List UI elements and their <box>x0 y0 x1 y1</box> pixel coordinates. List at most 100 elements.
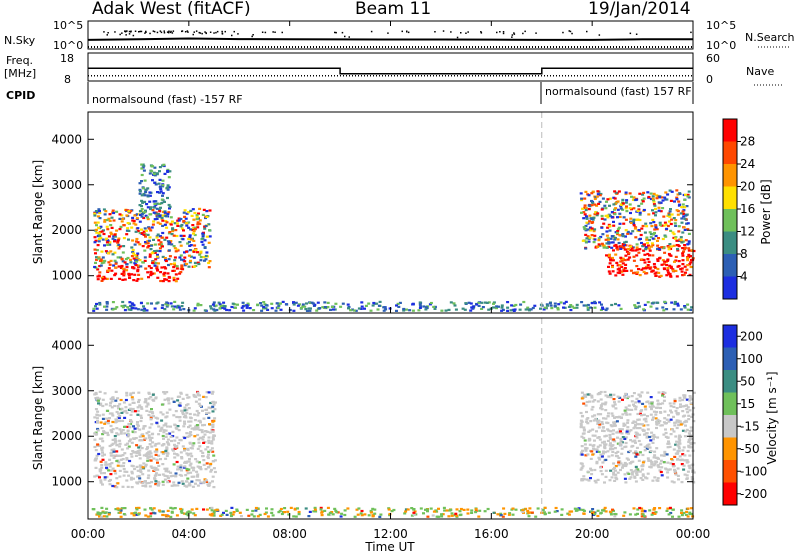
velocity-data-cell <box>143 508 147 511</box>
velocity-data-cell <box>98 414 102 417</box>
velocity-data-cell <box>633 405 636 408</box>
velocity-data-cell <box>582 426 586 429</box>
velocity-data-cell <box>266 515 270 518</box>
power-data-cell <box>610 303 614 307</box>
power-data-cell <box>648 254 651 257</box>
velocity-data-cell <box>130 470 134 473</box>
power-data-cell <box>666 271 670 274</box>
velocity-data-cell <box>686 507 690 510</box>
velocity-data-cell <box>626 419 630 422</box>
nsky-spike-mark <box>264 31 267 34</box>
velocity-data-cell <box>185 412 189 415</box>
power-data-cell <box>185 250 188 253</box>
velocity-data-cell <box>620 428 624 431</box>
power-data-cell <box>107 217 111 220</box>
velocity-data-cell <box>662 399 666 402</box>
power-ytick-label: 3000 <box>51 178 82 192</box>
power-data-cell <box>649 305 653 308</box>
velocity-data-cell <box>128 426 132 429</box>
power-data-cell <box>687 247 691 250</box>
power-data-cell <box>97 208 101 211</box>
velocity-data-cell <box>138 457 142 460</box>
power-data-cell <box>193 226 197 229</box>
velocity-data-cell <box>256 507 260 510</box>
power-data-cell <box>642 191 646 194</box>
power-data-cell <box>173 305 177 308</box>
velocity-data-cell <box>100 506 104 509</box>
velocity-data-cell <box>598 438 602 441</box>
power-data-cell <box>647 260 651 263</box>
power-data-cell <box>492 302 495 305</box>
velocity-data-cell <box>137 446 141 449</box>
velocity-data-cell <box>613 479 617 482</box>
velocity-data-cell <box>599 398 603 401</box>
velocity-data-cell <box>600 420 604 424</box>
power-data-cell <box>608 253 611 256</box>
velocity-data-cell <box>593 448 597 451</box>
power-data-cell <box>126 227 130 230</box>
power-data-cell <box>316 301 320 304</box>
velocity-data-cell <box>186 435 190 438</box>
cpid-right-text: normalsound (fast) 157 RF <box>545 85 692 98</box>
power-data-cell <box>120 214 124 217</box>
power-data-cell <box>624 240 628 243</box>
power-data-cell <box>367 302 371 305</box>
power-data-cell <box>96 221 100 224</box>
nsky-spike-mark <box>156 31 159 34</box>
velocity-data-cell <box>638 506 642 510</box>
power-data-cell <box>641 200 645 203</box>
velocity-data-cell <box>650 408 653 411</box>
power-data-cell <box>131 251 135 254</box>
velocity-data-cell <box>626 396 629 400</box>
power-data-cell <box>135 260 139 263</box>
power-data-cell <box>569 304 573 307</box>
power-data-cell <box>131 307 135 310</box>
velocity-data-cell <box>593 513 597 516</box>
velocity-data-cell <box>600 441 604 444</box>
velocity-data-cell <box>669 511 673 515</box>
power-data-cell <box>619 256 623 259</box>
velocity-data-cell <box>630 445 634 448</box>
power-data-cell <box>645 238 649 241</box>
power-data-cell <box>125 263 129 266</box>
velocity-data-cell <box>123 432 127 435</box>
velocity-data-cell <box>492 511 496 514</box>
power-data-cell <box>161 245 164 248</box>
velocity-data-cell <box>189 446 193 450</box>
power-data-cell <box>163 266 167 269</box>
power-data-cell <box>126 256 130 260</box>
velocity-data-cell <box>674 472 678 475</box>
power-data-cell <box>591 190 595 193</box>
velocity-data-cell <box>663 391 667 394</box>
velocity-data-cell <box>207 453 210 456</box>
power-data-cell <box>644 222 648 225</box>
power-data-cell <box>617 190 621 193</box>
power-data-cell <box>596 245 600 248</box>
velocity-data-cell <box>547 511 551 514</box>
velocity-data-cell <box>339 515 343 518</box>
power-data-cell <box>99 264 103 267</box>
power-data-cell <box>148 213 152 216</box>
power-data-cell <box>187 221 191 224</box>
velocity-data-cell <box>636 423 639 426</box>
velocity-data-cell <box>148 443 152 446</box>
power-data-cell <box>687 232 691 235</box>
power-data-cell <box>118 217 122 220</box>
velocity-data-cell <box>263 512 267 516</box>
velocity-data-cell <box>165 425 169 428</box>
power-colorbar-tick-label: 16 <box>740 202 755 216</box>
power-data-cell <box>134 230 138 233</box>
nsky-spike-mark <box>128 30 131 33</box>
velocity-data-cell <box>659 411 663 414</box>
velocity-data-cell <box>620 432 624 435</box>
power-data-cell <box>347 307 350 310</box>
velocity-data-cell <box>616 395 620 398</box>
velocity-data-cell <box>580 445 584 448</box>
velocity-data-cell <box>645 400 649 404</box>
velocity-data-cell <box>104 403 108 406</box>
time-xtick-label: 00:00 <box>71 527 106 541</box>
power-data-cell <box>623 259 627 262</box>
power-data-cell <box>197 212 200 215</box>
power-data-cell <box>659 274 663 277</box>
velocity-data-cell <box>617 415 621 418</box>
